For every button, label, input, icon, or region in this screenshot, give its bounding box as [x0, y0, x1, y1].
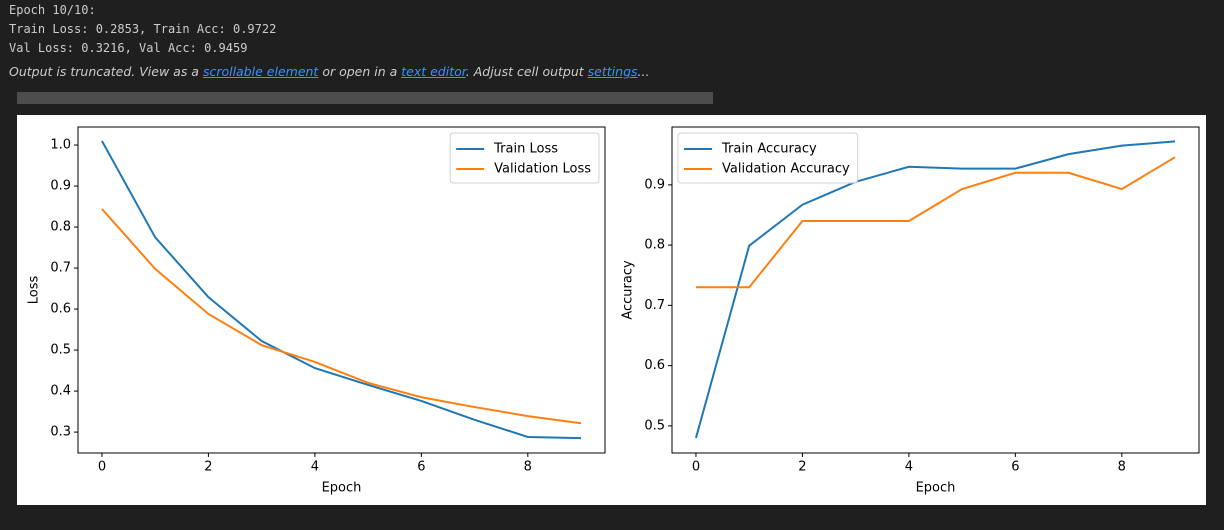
x-axis-label: Epoch — [322, 481, 362, 496]
x-tick-label: 8 — [524, 460, 532, 475]
notice-text: . Adjust cell output — [465, 64, 588, 79]
x-tick-label: 4 — [311, 460, 319, 475]
y-axis-label: Accuracy — [621, 260, 636, 320]
series-line — [101, 208, 582, 425]
x-tick-label: 6 — [417, 460, 425, 475]
legend: Train Loss Validation Loss — [449, 132, 600, 184]
notice-text: Output is truncated. View as a — [9, 64, 203, 79]
x-tick-label: 2 — [204, 460, 212, 475]
series-line — [695, 156, 1176, 289]
legend-label: Train Accuracy — [721, 142, 817, 157]
y-tick-label: 0.5 — [644, 418, 665, 433]
y-tick-label: 0.9 — [644, 177, 665, 192]
notice-text: or open in a — [318, 64, 402, 79]
y-tick-label: 0.3 — [50, 425, 71, 440]
output-line: Epoch 10/10: — [9, 3, 96, 17]
x-tick-label: 8 — [1118, 460, 1126, 475]
x-tick-label: 6 — [1011, 460, 1019, 475]
scrollbar[interactable] — [17, 92, 713, 104]
x-tick-label: 0 — [692, 460, 700, 475]
y-tick-label: 0.8 — [50, 220, 71, 235]
scrollable-link[interactable]: scrollable element — [202, 64, 319, 79]
x-tick-label: 0 — [98, 460, 106, 475]
legend-box — [449, 132, 600, 184]
y-tick-label: 0.6 — [50, 302, 71, 317]
notice-text: ... — [637, 64, 650, 79]
series-line — [694, 140, 1176, 439]
x-tick-label: 4 — [905, 460, 913, 475]
y-axis-label: Loss — [27, 276, 42, 305]
figure: 0 2 4 6 8 0.3 0.4 0.5 0.6 0.7 0.8 0.9 1.0 Epoch Loss Tr… — [17, 115, 1206, 505]
legend: Train Accuracy Validation Accuracy — [677, 132, 859, 184]
y-tick-label: 0.7 — [50, 261, 71, 276]
y-tick-label: 0.8 — [644, 238, 665, 253]
y-tick-label: 0.7 — [644, 298, 665, 313]
y-tick-label: 0.4 — [50, 384, 71, 399]
output-line: Val Loss: 0.3216, Val Acc: 0.9459 — [9, 41, 248, 55]
y-tick-label: 0.6 — [644, 358, 665, 373]
x-tick-label: 2 — [798, 460, 806, 475]
y-tick-label: 0.5 — [50, 343, 71, 358]
output-line: Train Loss: 0.2853, Train Acc: 0.9722 — [9, 22, 277, 36]
legend-label: Validation Loss — [494, 162, 591, 177]
legend-label: Train Loss — [493, 142, 558, 157]
settings-link[interactable]: settings — [587, 64, 638, 79]
axes-frame — [671, 126, 1200, 454]
x-axis-label: Epoch — [916, 481, 956, 496]
series-line — [101, 140, 582, 440]
truncation-notice: Output is truncated. View as a scrollabl… — [9, 64, 649, 79]
legend-label: Validation Accuracy — [722, 162, 850, 177]
legend-box — [677, 132, 859, 184]
y-tick-label: 0.9 — [50, 179, 71, 194]
text-editor-link[interactable]: text editor — [401, 64, 466, 79]
y-tick-label: 1.0 — [50, 138, 71, 153]
axes-frame — [77, 126, 606, 454]
